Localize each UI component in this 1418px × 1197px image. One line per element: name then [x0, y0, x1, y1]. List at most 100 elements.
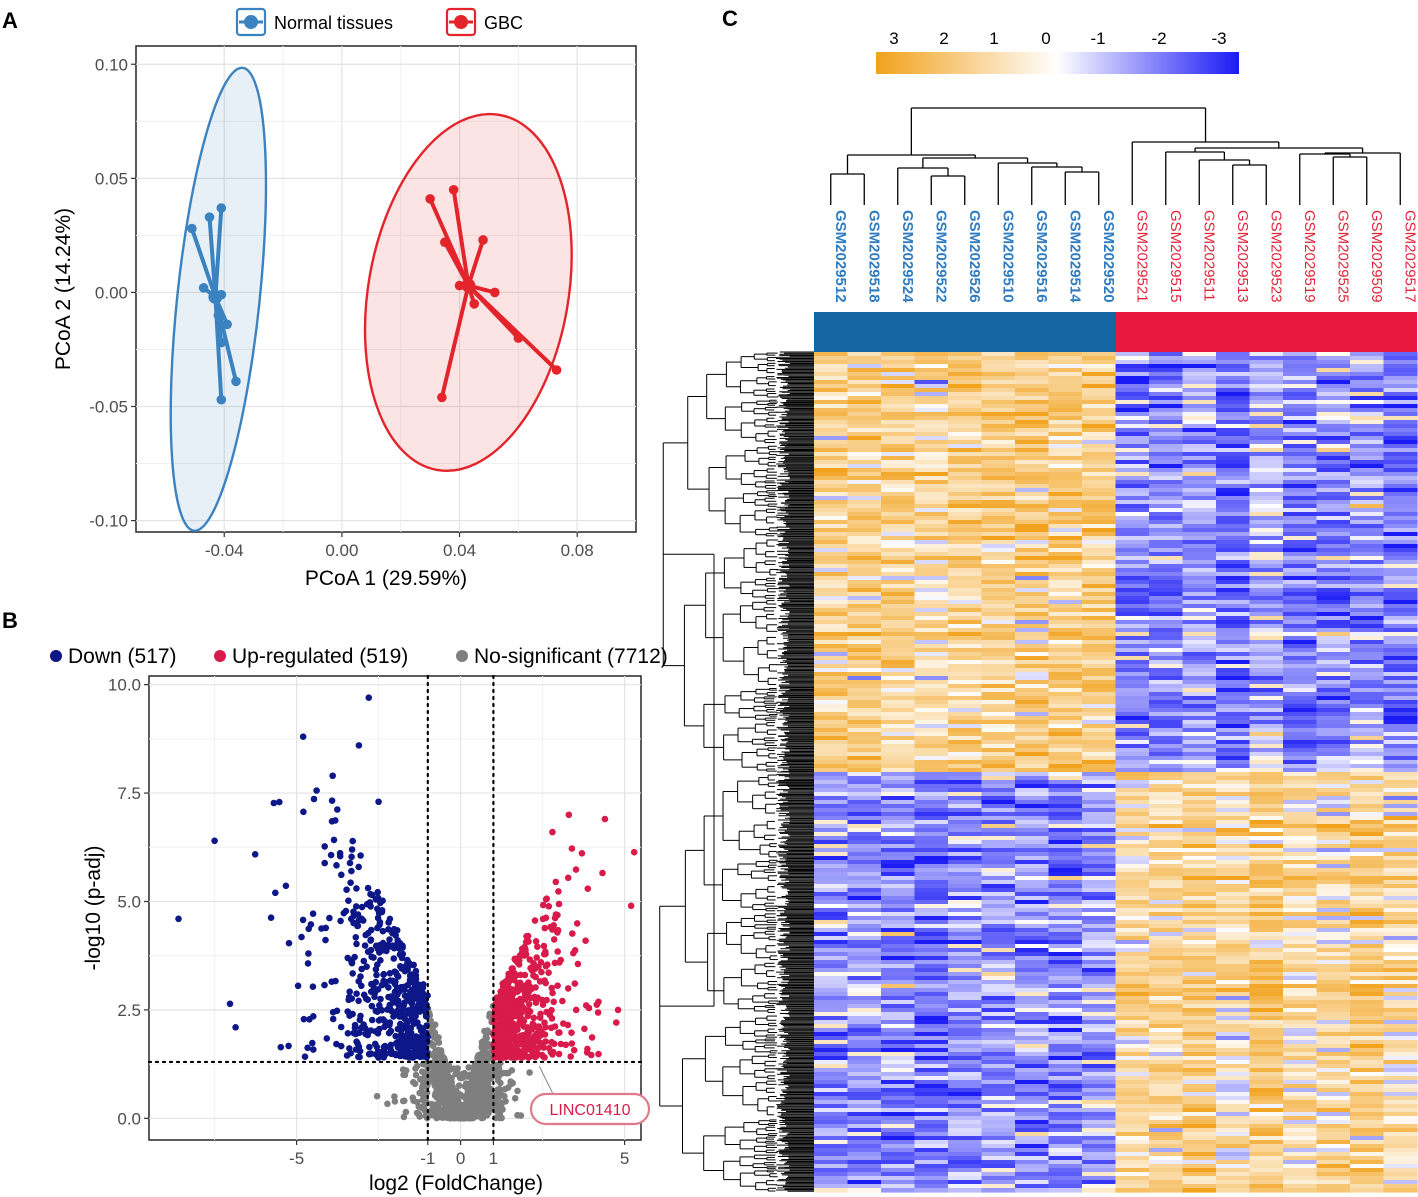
heatmap-cell — [1115, 500, 1150, 505]
volcano-point-down — [378, 1007, 386, 1014]
heatmap-cell — [981, 536, 1016, 541]
sample-point-gbc — [437, 392, 447, 403]
volcano-point-down — [364, 996, 372, 1003]
panel-b-volcano-plot: Down (517) Up-regulated (519) No-significa… — [50, 645, 668, 1195]
heatmap-cell — [948, 492, 983, 497]
heatmap-cell — [981, 540, 1016, 545]
heatmap-cell — [847, 420, 882, 425]
volcano-point-down — [346, 988, 354, 995]
heatmap-cell — [1082, 356, 1117, 361]
heatmap-cell — [814, 412, 849, 417]
volcano-point-down — [368, 953, 375, 961]
heatmap-cell — [1316, 528, 1351, 533]
heatmap-cell — [1082, 484, 1117, 489]
heatmap-cell — [881, 576, 916, 581]
heatmap-cell — [948, 500, 983, 505]
pcoa-x-axis-title: PCoA 1 (29.59%) — [305, 567, 467, 590]
volcano-point-down — [381, 1042, 389, 1050]
heatmap-cell — [1249, 408, 1284, 413]
heatmap-cell — [1283, 368, 1318, 373]
heatmap-cell — [981, 408, 1016, 413]
heatmap-cell — [914, 560, 949, 565]
heatmap-cell — [914, 508, 949, 513]
heatmap-cell — [948, 368, 983, 373]
heatmap-cell — [1182, 492, 1217, 497]
volcano-point-down — [366, 1043, 373, 1051]
heatmap-cell — [1082, 572, 1117, 577]
heatmap-cell — [1283, 448, 1318, 453]
heatmap-cell — [914, 480, 949, 485]
heatmap-cell — [881, 352, 916, 357]
heatmap-cell — [1383, 384, 1418, 389]
heatmap-cell — [1082, 512, 1117, 517]
heatmap-cell — [981, 460, 1016, 465]
volcano-point-down — [419, 990, 426, 998]
heatmap-cell — [1350, 356, 1385, 361]
volcano-point-ns — [455, 1082, 463, 1089]
heatmap-cell — [1249, 516, 1284, 521]
heatmap-cell — [1283, 548, 1318, 553]
heatmap-cell — [881, 504, 916, 509]
heatmap-cell — [948, 448, 983, 453]
heatmap-cell — [1249, 452, 1284, 457]
heatmap-cell — [981, 472, 1016, 477]
heatmap-cell — [1115, 436, 1150, 441]
spoke — [466, 283, 559, 372]
heatmap-cell — [881, 520, 916, 525]
heatmap-cell — [948, 564, 983, 569]
heatmap-cell — [1283, 372, 1318, 377]
heatmap-cell — [1249, 436, 1284, 441]
heatmap-cell — [1216, 536, 1251, 541]
heatmap-cell — [1015, 424, 1050, 429]
heatmap-cell — [881, 500, 916, 505]
heatmap-cell — [1182, 396, 1217, 401]
heatmap-cell — [814, 388, 849, 393]
volcano-point-ns — [494, 1075, 502, 1083]
heatmap-cell — [914, 436, 949, 441]
volcano-point-down — [301, 1053, 309, 1060]
heatmap-cell — [1149, 504, 1184, 509]
heatmap-cell — [814, 532, 849, 537]
heatmap-cell — [948, 400, 983, 405]
heatmap-cell — [1350, 388, 1385, 393]
heatmap-cell — [1149, 576, 1184, 581]
pcoa-legend: Normal tissues GBC — [235, 7, 523, 37]
heatmap-cell — [881, 384, 916, 389]
heatmap-cell — [814, 492, 849, 497]
heatmap-cell — [914, 384, 949, 389]
heatmap-cell — [1283, 384, 1318, 389]
volcano-point-ns — [472, 1097, 479, 1104]
heatmap-cell — [914, 568, 949, 573]
heatmap-cell — [1283, 488, 1318, 493]
volcano-point-up — [531, 993, 538, 1001]
heatmap-cell — [881, 408, 916, 413]
heatmap-cell — [1149, 440, 1184, 445]
volcano-point-up — [550, 998, 557, 1006]
heatmap-cell — [1115, 352, 1150, 357]
heatmap-cell — [1082, 416, 1117, 421]
heatmap-cell — [1383, 440, 1418, 445]
volcano-point-up — [522, 938, 530, 946]
volcano-point-down — [362, 1030, 369, 1038]
heatmap-cell — [914, 464, 949, 469]
volcano-point-down — [414, 995, 422, 1003]
heatmap-cell — [1249, 424, 1284, 429]
heatmap-cell — [914, 380, 949, 385]
heatmap-cell — [814, 376, 849, 381]
sample-label: GSM2029513 — [1234, 210, 1251, 303]
heatmap-cell — [948, 572, 983, 577]
volcano-point-ns — [456, 1115, 464, 1122]
volcano-point-down — [294, 982, 302, 990]
volcano-point-down — [416, 1037, 424, 1045]
sample-point-normal — [216, 394, 227, 405]
volcano-point-up — [542, 914, 550, 922]
heatmap-cell — [948, 452, 983, 457]
heatmap-cell — [814, 560, 849, 565]
heatmap-cell — [1048, 548, 1083, 553]
heatmap-cell — [914, 476, 949, 481]
heatmap-cell — [1316, 392, 1351, 397]
heatmap-cell — [981, 528, 1016, 533]
heatmap-cell — [1249, 540, 1284, 545]
heatmap-cell — [1115, 544, 1150, 549]
volcano-point-up — [571, 980, 579, 987]
